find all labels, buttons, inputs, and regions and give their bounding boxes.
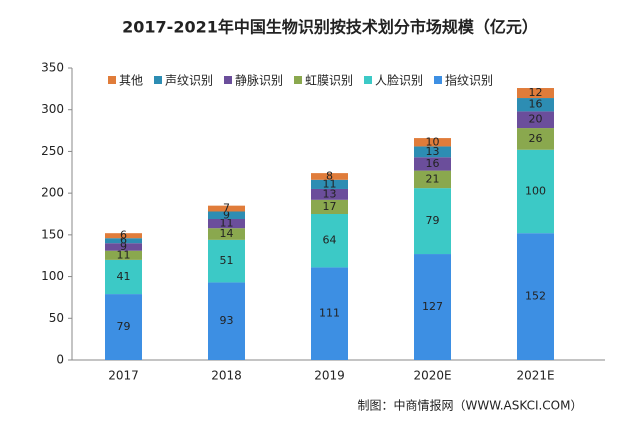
bar-segment — [517, 149, 554, 234]
legend-label: 静脉识别 — [235, 73, 283, 88]
legend-swatch — [224, 76, 232, 84]
y-tick-label: 100 — [41, 269, 64, 283]
bar-segment — [208, 239, 245, 283]
bar-segment — [105, 238, 142, 244]
legend-swatch — [294, 76, 302, 84]
data-label: 10 — [426, 135, 440, 148]
bar-segment — [208, 219, 245, 229]
data-label: 16 — [529, 98, 543, 111]
bar-segment — [208, 205, 245, 212]
bar-segment — [105, 243, 142, 251]
bar-segment — [311, 188, 348, 200]
bar-segment — [414, 157, 451, 171]
data-label: 11 — [323, 177, 337, 190]
x-tick-label: 2019 — [314, 369, 345, 383]
data-label: 9 — [223, 208, 230, 221]
data-label: 13 — [323, 187, 337, 200]
data-label: 79 — [426, 214, 440, 227]
data-label: 100 — [525, 184, 546, 197]
data-label: 51 — [220, 254, 234, 267]
data-label: 64 — [323, 234, 337, 247]
data-label: 11 — [220, 217, 234, 230]
bar-segment — [414, 170, 451, 189]
bar-segment — [105, 294, 142, 360]
data-label: 21 — [426, 172, 440, 185]
bar-segment — [105, 250, 142, 260]
legend-label: 声纹识别 — [165, 74, 213, 88]
data-label: 17 — [323, 200, 337, 213]
bar-segment — [414, 254, 451, 360]
legend-swatch — [154, 76, 162, 84]
bar-segment — [517, 233, 554, 360]
data-label: 9 — [120, 240, 127, 253]
data-label: 26 — [529, 132, 543, 145]
bar-segment — [311, 199, 348, 214]
legend-label: 其他 — [119, 74, 143, 88]
bar-segment — [311, 214, 348, 268]
y-tick-label: 200 — [41, 186, 64, 200]
x-tick-label: 2021E — [516, 369, 554, 383]
bar-segment — [105, 259, 142, 295]
data-label: 93 — [220, 314, 234, 327]
data-label: 20 — [529, 113, 543, 126]
bar-segment — [208, 228, 245, 240]
source-note: 制图：中商情报网（WWW.ASKCI.COM） — [358, 398, 583, 413]
bar-segment — [208, 211, 245, 220]
data-label: 14 — [220, 227, 234, 240]
data-label: 13 — [426, 145, 440, 158]
legend-label: 虹膜识别 — [305, 74, 353, 88]
bar-segment — [414, 146, 451, 158]
bar-segment — [517, 98, 554, 112]
bar-segment — [105, 233, 142, 239]
legend-swatch — [434, 76, 442, 84]
data-label: 152 — [525, 290, 546, 303]
y-tick-label: 50 — [49, 311, 64, 325]
legend-swatch — [108, 76, 116, 84]
x-tick-label: 2020E — [413, 369, 451, 383]
data-label: 6 — [120, 234, 127, 247]
bar-segment — [517, 88, 554, 99]
legend-swatch — [364, 76, 372, 84]
x-tick-label: 2018 — [211, 369, 242, 383]
bar-segment — [414, 188, 451, 255]
data-label: 79 — [117, 320, 131, 333]
bar-segment — [414, 138, 451, 147]
y-tick-label: 0 — [56, 353, 64, 367]
x-tick-label: 2017 — [108, 369, 139, 383]
bar-segment — [311, 179, 348, 189]
y-tick-label: 350 — [41, 61, 64, 75]
y-tick-label: 250 — [41, 144, 64, 158]
bar-segment — [517, 111, 554, 129]
legend-label: 人脸识别 — [375, 74, 423, 88]
data-label: 7 — [223, 202, 230, 215]
y-tick-label: 300 — [41, 102, 64, 116]
bar-segment — [208, 282, 245, 360]
chart-title: 2017-2021年中国生物识别按技术划分市场规模（亿元） — [122, 18, 538, 37]
bar-segment — [311, 173, 348, 180]
data-label: 6 — [120, 229, 127, 242]
data-label: 41 — [117, 270, 131, 283]
data-label: 111 — [319, 307, 340, 320]
bar-segment — [311, 267, 348, 360]
legend-label: 指纹识别 — [445, 73, 493, 88]
data-label: 11 — [117, 248, 131, 261]
bar-segment — [517, 128, 554, 150]
y-tick-label: 150 — [41, 227, 64, 241]
data-label: 8 — [326, 169, 333, 182]
data-label: 12 — [529, 86, 543, 99]
data-label: 16 — [426, 157, 440, 170]
data-label: 127 — [422, 300, 443, 313]
